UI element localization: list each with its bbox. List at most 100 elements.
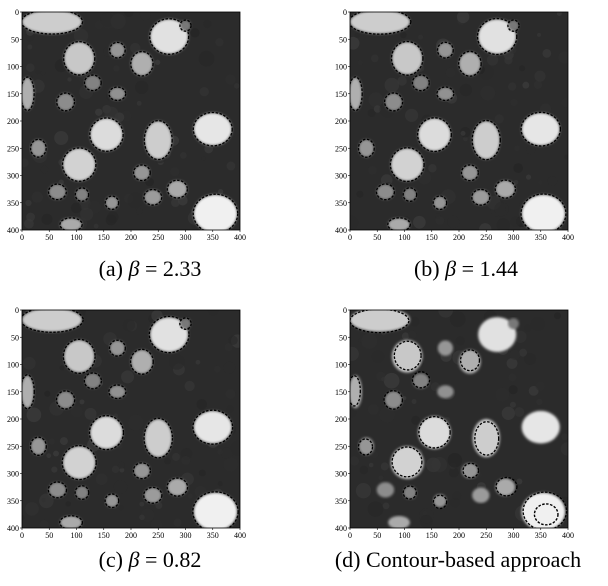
texture-speckle <box>154 59 161 66</box>
texture-speckle <box>561 97 568 108</box>
segmentation-contour <box>59 217 83 230</box>
x-tick-label: 350 <box>535 531 547 540</box>
x-tick-label: 150 <box>98 233 110 242</box>
x-tick-label: 100 <box>399 233 411 242</box>
texture-speckle <box>195 359 201 365</box>
segmentation-contour <box>393 340 422 371</box>
particle-blob <box>391 339 423 373</box>
y-tick-label: 150 <box>7 388 19 397</box>
texture-speckle <box>422 510 428 516</box>
x-tick-label: 50 <box>373 233 381 242</box>
x-tick-label: 300 <box>508 233 520 242</box>
x-tick-label: 350 <box>207 531 219 540</box>
texture-speckle <box>509 401 516 408</box>
segmentation-contour <box>63 40 96 76</box>
caption-c-equals: = <box>144 547 158 572</box>
texture-speckle <box>170 166 180 177</box>
caption-a-symbol: β <box>128 256 140 281</box>
texture-speckle <box>535 381 545 391</box>
particle-blob <box>495 180 516 198</box>
texture-speckle <box>26 407 42 423</box>
particle-blob <box>193 492 238 528</box>
texture-speckle <box>412 215 426 229</box>
particle-blob <box>22 77 34 111</box>
particle-blob <box>63 41 95 75</box>
particle-blob <box>350 310 410 332</box>
texture-speckle <box>564 154 568 160</box>
segmentation-contour <box>432 195 448 211</box>
x-tick-label: 50 <box>373 531 381 540</box>
particle-blob <box>472 189 490 205</box>
segmentation-contour <box>166 477 189 497</box>
segmentation-contour <box>459 349 481 372</box>
x-tick-label: 200 <box>453 233 465 242</box>
segmentation-contour <box>132 164 151 182</box>
segmentation-contour <box>104 195 120 211</box>
texture-speckle <box>110 13 126 30</box>
x-tick-label: 150 <box>426 531 438 540</box>
texture-speckle <box>35 70 40 75</box>
texture-speckle <box>455 336 465 346</box>
texture-speckle <box>201 156 206 161</box>
segmentation-contour <box>47 481 68 499</box>
segmentation-contour <box>375 183 396 201</box>
particle-blob <box>390 148 424 181</box>
x-tick-label: 300 <box>508 531 520 540</box>
texture-speckle <box>350 36 360 50</box>
texture-speckle <box>528 385 539 396</box>
texture-speckle <box>79 399 85 405</box>
texture-speckle <box>187 493 193 499</box>
segmentation-contour <box>462 462 480 479</box>
particle-blob <box>459 349 481 374</box>
segmentation-contour <box>83 372 103 390</box>
particle-blob <box>109 385 126 399</box>
texture-speckle <box>41 213 53 225</box>
x-tick-label: 400 <box>562 233 574 242</box>
segmentation-contour <box>130 50 154 77</box>
texture-speckle <box>501 406 516 420</box>
texture-speckle <box>54 130 69 146</box>
texture-speckle <box>417 34 424 40</box>
particle-blob <box>30 139 46 157</box>
y-tick-label: 200 <box>7 415 19 424</box>
texture-speckle <box>419 515 433 528</box>
texture-speckle <box>447 453 463 468</box>
texture-speckle <box>508 82 517 91</box>
texture-speckle <box>117 461 125 469</box>
y-tick-label: 400 <box>335 226 347 235</box>
texture-speckle <box>368 165 377 175</box>
caption-b-label: (b) <box>413 256 440 281</box>
caption-b-symbol: β <box>445 256 457 281</box>
particle-blob <box>418 118 451 151</box>
segmentation-contour <box>390 40 424 76</box>
segmentation-contour <box>61 147 97 182</box>
particle-blob <box>84 75 102 91</box>
texture-speckle <box>181 455 191 465</box>
texture-speckle <box>409 316 420 327</box>
segmentation-contour <box>108 86 127 102</box>
texture-speckle <box>356 190 364 198</box>
x-tick-label: 300 <box>180 531 192 540</box>
segmentation-contour <box>108 41 126 59</box>
texture-speckle <box>217 188 224 195</box>
particle-blob <box>384 93 403 111</box>
particle-blob <box>131 51 153 76</box>
segmentation-contour <box>55 390 76 410</box>
particle-blob <box>437 87 454 101</box>
texture-speckle <box>504 56 513 65</box>
texture-speckle <box>39 519 49 528</box>
texture-speckle <box>59 437 68 446</box>
segmentation-contour <box>166 179 188 199</box>
texture-speckle <box>171 198 180 208</box>
texture-speckle <box>496 218 511 230</box>
image-content <box>22 310 240 528</box>
texture-speckle <box>513 163 523 173</box>
texture-speckle <box>524 324 532 332</box>
particle-blob <box>521 492 566 528</box>
texture-speckle <box>213 365 221 373</box>
texture-speckle <box>556 12 562 16</box>
particle-blob <box>62 446 96 479</box>
x-tick-label: 100 <box>71 233 83 242</box>
texture-speckle <box>367 108 376 118</box>
texture-speckle <box>51 466 58 473</box>
